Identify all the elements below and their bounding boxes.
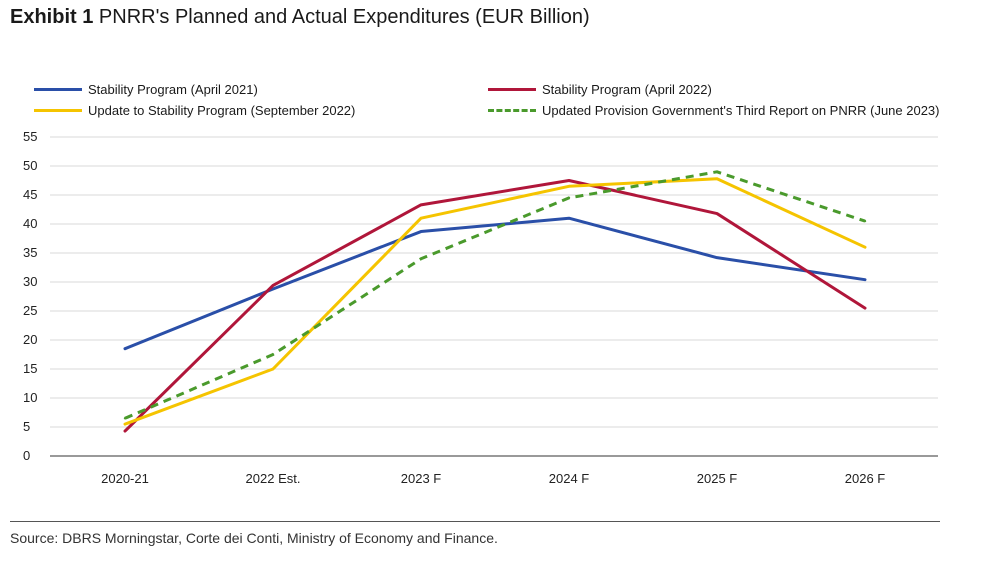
data-point (715, 212, 719, 215)
series-line-3 (123, 177, 867, 426)
legend-label: Update to Stability Program (September 2… (88, 103, 356, 118)
legend-item-series-1: Stability Program (April 2021) (34, 82, 258, 97)
series-line-4 (124, 170, 866, 420)
legend-label: Updated Provision Government's Third Rep… (542, 103, 940, 118)
series-line-2 (123, 179, 867, 433)
x-tick-label: 2020-21 (101, 471, 149, 486)
legend-item-series-2: Stability Program (April 2022) (488, 82, 712, 97)
exhibit-label: Exhibit 1 (10, 6, 94, 28)
legend-swatch (34, 109, 82, 112)
y-tick-label: 35 (23, 245, 37, 260)
legend-item-series-4: Updated Provision Government's Third Rep… (488, 103, 940, 118)
x-tick-label: 2023 F (401, 471, 442, 486)
source-divider (10, 521, 940, 522)
legend-swatch (488, 88, 536, 91)
source-note: Source: DBRS Morningstar, Corte dei Cont… (10, 530, 498, 546)
legend-swatch (488, 109, 536, 112)
data-point (567, 185, 571, 188)
data-point (271, 287, 275, 291)
x-tick-label: 2022 Est. (246, 471, 301, 486)
data-point (271, 367, 275, 371)
y-tick-label: 5 (23, 419, 30, 434)
x-tick-label: 2025 F (697, 471, 738, 486)
data-point (271, 353, 275, 356)
data-point (715, 256, 719, 259)
data-point (123, 429, 127, 433)
y-tick-label: 20 (23, 332, 37, 347)
data-point (567, 217, 571, 220)
data-point (123, 347, 127, 350)
legend-swatch (34, 88, 82, 91)
y-tick-label: 25 (23, 303, 37, 318)
x-tick-label: 2026 F (845, 471, 886, 486)
data-point (271, 284, 275, 287)
title-text: PNRR's Planned and Actual Expenditures (… (98, 6, 590, 28)
legend-item-series-3: Update to Stability Program (September 2… (34, 103, 355, 118)
data-point (863, 219, 867, 223)
data-point (715, 170, 719, 173)
data-point (863, 278, 867, 281)
data-point (419, 203, 423, 207)
series-line-1 (123, 216, 867, 351)
chart-title: Exhibit 1 PNRR's Planned and Actual Expe… (10, 6, 590, 29)
data-point (863, 306, 867, 310)
y-tick-label: 10 (23, 390, 37, 405)
data-point (419, 230, 423, 233)
data-point (863, 246, 867, 249)
data-point (567, 196, 571, 200)
data-point (419, 217, 423, 220)
data-point (419, 257, 423, 260)
legend-label: Stability Program (April 2022) (542, 82, 712, 97)
y-tick-label: 0 (23, 448, 30, 463)
data-point (715, 177, 719, 180)
y-tick-label: 30 (23, 274, 37, 289)
y-tick-label: 45 (23, 187, 37, 202)
y-tick-label: 50 (23, 158, 37, 173)
data-point (123, 422, 127, 426)
legend-label: Stability Program (April 2021) (88, 82, 258, 97)
y-tick-label: 40 (23, 216, 37, 231)
y-tick-label: 55 (23, 129, 37, 144)
y-tick-label: 15 (23, 361, 37, 376)
data-point (123, 417, 127, 420)
data-point (567, 179, 571, 182)
x-tick-label: 2024 F (549, 471, 590, 486)
